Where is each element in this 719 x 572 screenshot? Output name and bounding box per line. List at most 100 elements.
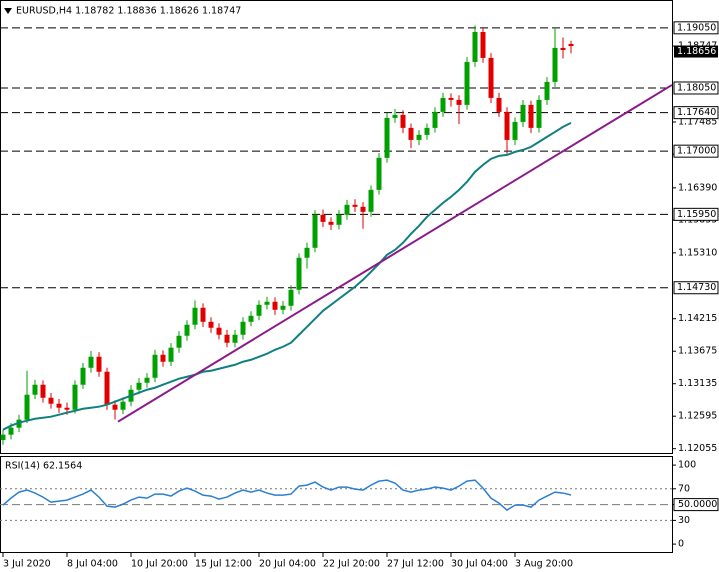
candle-body	[528, 104, 534, 128]
candle-body	[552, 47, 558, 82]
candle-body	[88, 356, 94, 368]
candle-body	[216, 327, 222, 335]
candle-body	[472, 31, 478, 62]
candle-body	[160, 354, 166, 362]
candle-body	[392, 114, 398, 118]
candle-body	[200, 307, 206, 322]
candle-body	[456, 99, 462, 105]
candle-body	[152, 354, 158, 378]
level-label-box	[673, 21, 719, 35]
candle-body	[360, 206, 366, 212]
candle-body	[8, 427, 14, 435]
rsi-title: RSI(14) 62.1564	[5, 461, 82, 472]
candle-body	[24, 394, 30, 420]
candle-body	[312, 214, 318, 248]
x-tick-label: 30 Jul 04:00	[451, 559, 508, 570]
candle-body	[480, 31, 486, 58]
candle-body	[256, 304, 262, 316]
y-tick-label: 1.14215	[678, 313, 717, 324]
candle-body	[496, 97, 502, 112]
candle-body	[64, 407, 70, 410]
y-tick-label: 1.12595	[678, 411, 717, 422]
candle-body	[352, 204, 358, 207]
x-tick-label: 15 Jul 12:00	[195, 559, 252, 570]
candle-body	[560, 47, 566, 50]
candle-body	[344, 204, 350, 215]
candle-body	[448, 97, 454, 100]
candle-body	[568, 43, 574, 47]
candle-body	[280, 305, 286, 310]
level-label: 1.19050	[677, 22, 716, 33]
price-marker-box	[674, 45, 718, 58]
candle-body	[0, 434, 6, 440]
rsi-line	[2, 479, 572, 512]
x-tick-label: 10 Jul 20:00	[131, 559, 188, 570]
x-tick-label: 8 Jul 04:00	[67, 559, 118, 570]
candle-body	[536, 99, 542, 128]
candle-body	[56, 403, 62, 408]
candle-body	[192, 307, 198, 325]
candle-body	[176, 335, 182, 348]
candle-body	[224, 334, 230, 343]
level-label: 1.15950	[677, 209, 716, 220]
candle-body	[208, 321, 214, 328]
candle-body	[464, 61, 470, 105]
y-tick-label: 0	[678, 539, 684, 550]
candle-body	[144, 377, 150, 383]
candle-body	[504, 111, 510, 140]
candle-body	[336, 214, 342, 225]
y-tick-label: 100	[678, 460, 696, 471]
candle-body	[136, 382, 142, 390]
candle-body	[416, 134, 422, 140]
candle-body	[168, 347, 174, 362]
symbol-arrow	[4, 8, 12, 14]
y-tick-label: 1.12055	[678, 443, 717, 454]
y-tick-label: 1.17485	[678, 116, 717, 127]
x-tick-label: 3 Aug 20:00	[515, 559, 573, 570]
level-label-box	[673, 281, 719, 295]
candle-body	[184, 324, 190, 336]
candle-body	[432, 111, 438, 128]
candle-body	[328, 221, 334, 225]
candle-body	[48, 397, 54, 404]
candle-body	[40, 384, 46, 398]
candle-body	[272, 301, 278, 310]
y-tick-label: 70	[678, 483, 690, 494]
chart-title: EURUSD,H4 1.18782 1.18836 1.18626 1.1874…	[16, 6, 241, 17]
y-tick-label: 1.16390	[678, 182, 717, 193]
candle-body	[488, 57, 494, 98]
candle-body	[120, 401, 126, 410]
candle-body	[520, 104, 526, 122]
level-label-box	[673, 106, 719, 120]
y-tick-label: 1.15310	[678, 247, 717, 258]
candle-body	[80, 367, 86, 385]
candle-body	[544, 81, 550, 100]
candle-body	[440, 97, 446, 112]
candle-body	[72, 384, 78, 410]
candle-body	[32, 384, 38, 395]
candle-body	[264, 301, 270, 305]
candle-body	[408, 127, 414, 140]
candle-body	[288, 289, 294, 306]
candle-body	[304, 247, 310, 258]
y-tick-label: 1.13135	[678, 378, 717, 389]
candle-body	[104, 371, 110, 405]
candle-body	[424, 127, 430, 135]
level-label: 1.14730	[677, 282, 716, 293]
candle-body	[384, 117, 390, 158]
y-tick-label: 1.13675	[678, 346, 717, 357]
x-tick-label: 3 Jul 2020	[3, 559, 51, 570]
level-label-box	[673, 207, 719, 221]
level-label-box	[673, 498, 719, 512]
price-marker-label: 1.18656	[677, 46, 716, 57]
candle-body	[320, 214, 326, 222]
x-tick-label: 22 Jul 20:00	[323, 559, 380, 570]
candle-body	[376, 157, 382, 190]
candle-body	[368, 189, 374, 212]
level-label: 1.18050	[677, 82, 716, 93]
candle-body	[240, 321, 246, 335]
candle-body	[400, 114, 406, 128]
candle-body	[512, 121, 518, 140]
